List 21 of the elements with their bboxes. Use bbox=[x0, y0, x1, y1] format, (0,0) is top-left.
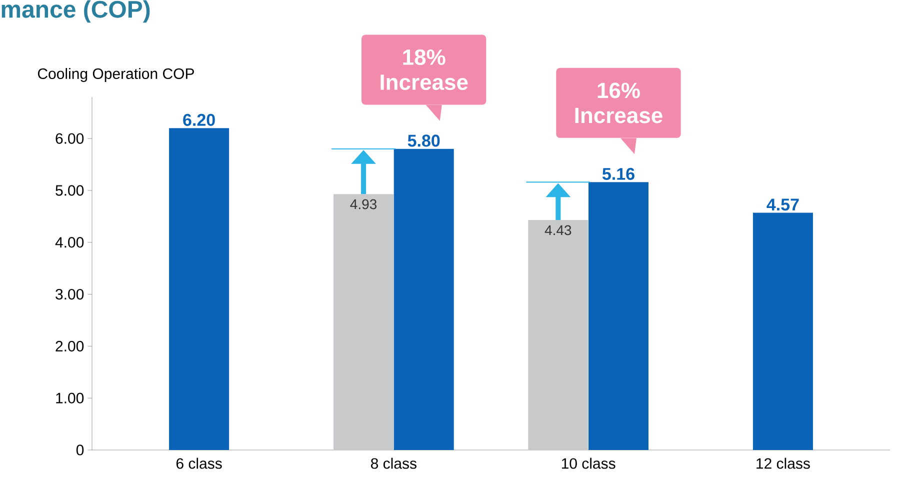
x-tick-label: 10 class bbox=[562, 458, 616, 469]
data-label: 6.20 bbox=[183, 114, 215, 126]
data-label: 5.16 bbox=[602, 168, 634, 180]
annotation: 16% Increase bbox=[575, 82, 662, 124]
x-tick-label: 12 class bbox=[756, 458, 810, 469]
y-tick-label: 5.00 bbox=[56, 185, 84, 196]
x-tick-label: 8 class bbox=[371, 458, 416, 469]
y-tick-label: 0 bbox=[76, 444, 84, 456]
data-label: 4.93 bbox=[350, 199, 377, 210]
y-axis-title: Cooling Operation COP bbox=[38, 68, 194, 82]
annotation: 18% Increase bbox=[380, 49, 468, 90]
y-tick-label: 4.00 bbox=[55, 237, 84, 248]
data-label: 4.43 bbox=[544, 225, 572, 236]
y-tick-label: 1.00 bbox=[56, 392, 84, 404]
chart-title: mance (COP) bbox=[2, 0, 150, 23]
data-label: 5.80 bbox=[408, 134, 440, 147]
y-tick-label: 6.00 bbox=[56, 133, 84, 144]
y-tick-label: 2.00 bbox=[56, 340, 84, 352]
data-label: 4.57 bbox=[766, 198, 799, 211]
x-tick-label: 6 class bbox=[176, 458, 222, 469]
y-tick-label: 3.00 bbox=[56, 288, 84, 300]
